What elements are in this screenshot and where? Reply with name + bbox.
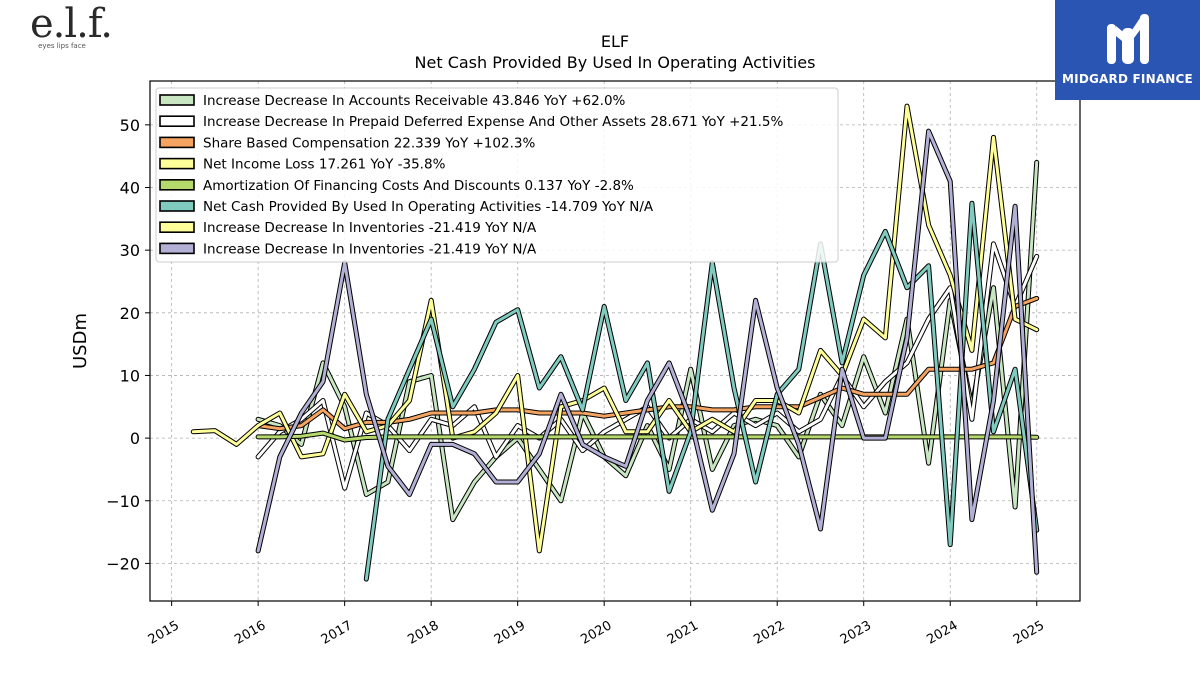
x-tick-label: 2023 [838, 618, 874, 648]
x-axis: 2015 2016 2017 2018 2019 2020 2021 2022 2023 2024… [146, 601, 1047, 648]
series-7 [255, 128, 1040, 575]
x-tick-label: 2021 [665, 618, 701, 648]
legend-label: Increase Decrease In Inventories -21.419… [203, 241, 537, 257]
legend-label: Amortization Of Financing Costs And Disc… [203, 178, 634, 194]
legend-swatch [159, 200, 195, 212]
x-tick-label: 2016 [232, 618, 268, 648]
x-tick-label: 2017 [319, 618, 355, 648]
legend-swatch [159, 115, 195, 127]
x-tick-label: 2020 [578, 618, 614, 648]
elf-logo-tagline: eyes lips face [38, 42, 86, 50]
series-3 [190, 103, 1040, 554]
legend-label: Net Income Loss 17.261 YoY -35.8% [203, 157, 446, 173]
y-tick-label: 50 [120, 116, 140, 135]
series-5 [363, 200, 1040, 582]
plot-frame [149, 80, 1081, 602]
y-tick-label: 10 [120, 366, 140, 385]
legend-swatch [159, 94, 195, 106]
chart-subtitle: Net Cash Provided By Used In Operating A… [415, 53, 816, 72]
x-tick-label: 2018 [405, 618, 441, 648]
elf-logo-wordmark: e.l.f. [30, 1, 113, 47]
y-tick-label: 0 [130, 429, 140, 448]
y-tick-label: 40 [120, 179, 140, 198]
legend-box [155, 87, 839, 263]
y-tick-label: 20 [120, 304, 140, 323]
legend-swatch [159, 242, 195, 255]
midgard-finance-logo: MIDGARD FINANCE [1055, 0, 1200, 100]
x-tick-label: 2019 [492, 618, 528, 648]
series-lines [190, 103, 1040, 582]
legend-swatch [159, 221, 195, 233]
series-line [364, 201, 1039, 581]
legend-label: Increase Decrease In Inventories -21.419… [203, 220, 537, 236]
x-tick-label: 2024 [924, 618, 960, 648]
y-axis: −20 −10 0 10 20 30 40 50 [106, 116, 150, 573]
midgard-mark-icon [1106, 14, 1149, 64]
y-tick-label: −10 [106, 492, 140, 511]
legend-swatch [159, 136, 195, 149]
legend-label: Net Cash Provided By Used In Operating A… [203, 199, 654, 215]
legend: Increase Decrease In Accounts Receivable… [155, 87, 839, 263]
legend-label: Increase Decrease In Accounts Receivable… [203, 93, 626, 109]
legend-label: Share Based Compensation 22.339 YoY +102… [203, 135, 535, 151]
series-line [256, 129, 1039, 574]
x-tick-label: 2015 [146, 618, 182, 648]
series-line [191, 104, 1039, 553]
y-tick-label: −20 [106, 554, 140, 573]
x-tick-label: 2022 [751, 618, 787, 648]
midgard-logo-text: MIDGARD FINANCE [1062, 72, 1193, 86]
elf-logo: e.l.f. eyes lips face [30, 1, 113, 50]
legend-swatch [159, 157, 195, 170]
legend-label: Increase Decrease In Prepaid Deferred Ex… [203, 114, 783, 130]
legend-swatch [159, 179, 195, 191]
x-tick-label: 2025 [1011, 618, 1047, 648]
chart-title: ELF [601, 32, 629, 51]
y-axis-label: USDm [70, 313, 91, 369]
y-tick-label: 30 [120, 241, 140, 260]
